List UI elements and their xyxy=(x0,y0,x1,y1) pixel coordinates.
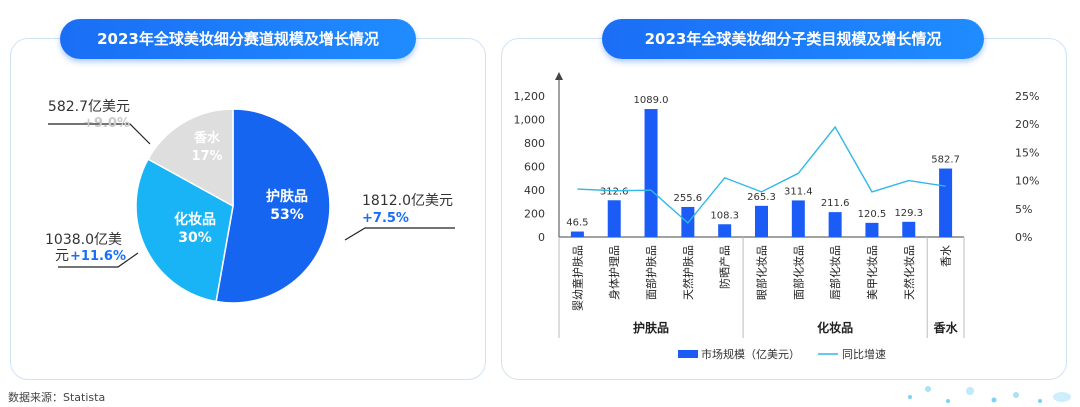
slice-label-makeup-percent: 30% xyxy=(178,230,212,246)
legend-line-label: 同比增速 xyxy=(842,347,886,361)
bar xyxy=(607,200,621,237)
bar xyxy=(570,231,584,237)
pie-chart: 护肤品 53% 化妆品 30% 香水 17% 582.7亿美元 +9.0% 18… xyxy=(45,99,455,304)
pie-slice-perfume xyxy=(147,108,234,208)
bar-value-label: 46.5 xyxy=(566,218,588,229)
bar xyxy=(865,222,879,237)
bar xyxy=(939,168,953,237)
y-left-tick-label: 0 xyxy=(538,231,545,244)
y-left-tick-label: 200 xyxy=(524,208,545,221)
slice-label-skincare-name: 护肤品 xyxy=(266,188,308,205)
bar-value-label: 265.3 xyxy=(747,192,776,203)
category-label: 身体护理品 xyxy=(607,245,621,300)
category-label: 天然护肤品 xyxy=(681,245,695,300)
category-label: 香水 xyxy=(940,245,953,267)
slice-label-makeup-name: 化妆品 xyxy=(174,211,216,228)
category-label: 唇部化妆品 xyxy=(828,245,842,300)
bar-value-label: 129.3 xyxy=(894,208,923,219)
leader-line-perfume xyxy=(48,123,151,145)
bar xyxy=(644,109,658,237)
category-label: 天然化妆品 xyxy=(902,245,916,300)
group-label: 香水 xyxy=(933,320,959,335)
y-right-tick-label: 15% xyxy=(1015,146,1039,159)
bar-value-label: 211.6 xyxy=(821,198,850,209)
category-label: 面部化妆品 xyxy=(791,245,805,300)
callout-perfume-growth: +9.0% xyxy=(83,116,130,131)
pie-slice-skincare xyxy=(215,108,331,304)
bar-value-label: 311.4 xyxy=(784,186,813,197)
bar-value-label: 1089.0 xyxy=(634,95,669,106)
group-label: 化妆品 xyxy=(817,320,853,335)
left-axis-arrow-icon xyxy=(555,72,563,80)
decorative-dots xyxy=(908,386,1071,403)
category-label: 婴幼童护肤品 xyxy=(570,245,584,311)
legend-bar-label: 市场规模（亿美元） xyxy=(701,347,800,361)
slice-label-perfume-name: 香水 xyxy=(193,130,221,146)
y-left-tick-label: 600 xyxy=(524,161,545,174)
right-chart-panel xyxy=(501,38,1067,380)
slice-label-skincare-percent: 53% xyxy=(270,207,304,223)
category-label: 美甲化妆品 xyxy=(865,245,879,300)
bar-value-label: 582.7 xyxy=(931,155,960,166)
y-right-tick-label: 20% xyxy=(1015,118,1039,131)
callout-makeup-value-line2: 元 xyxy=(55,248,69,264)
y-left-tick-label: 400 xyxy=(524,184,545,197)
leader-line-skincare xyxy=(344,227,455,241)
group-label: 护肤品 xyxy=(633,320,669,335)
callout-makeup-growth: +11.6% xyxy=(70,249,126,264)
bar xyxy=(718,224,732,237)
category-label: 眼部化妆品 xyxy=(755,245,769,300)
y-left-tick-label: 1,000 xyxy=(514,114,546,127)
bar-value-label: 255.6 xyxy=(674,193,703,204)
pie-slice-makeup xyxy=(135,158,234,303)
bar-line-chart: 0 200 400 600 800 1,000 1,200 0% 5% 10% 15% 20% 25%… xyxy=(514,72,1039,361)
bar xyxy=(755,205,768,237)
bar xyxy=(828,212,842,237)
callout-skincare-growth: +7.5% xyxy=(362,211,409,226)
bar-value-label: 108.3 xyxy=(710,210,739,221)
callout-makeup-value-line1: 1038.0亿美 xyxy=(45,232,122,248)
callout-perfume-value: 582.7亿美元 xyxy=(48,99,130,115)
left-chart-title: 2023年全球美妆细分赛道规模及增长情况 xyxy=(60,19,416,59)
y-left-tick-label: 800 xyxy=(524,137,545,150)
data-source: 数据来源：Statista xyxy=(8,391,106,404)
slice-label-perfume-percent: 17% xyxy=(191,149,222,164)
y-right-tick-label: 0% xyxy=(1015,231,1032,244)
y-right-tick-label: 10% xyxy=(1015,175,1039,188)
growth-rate-line xyxy=(577,125,946,224)
category-label: 面部护肤品 xyxy=(644,245,658,300)
bar xyxy=(791,200,805,237)
right-chart-title: 2023年全球美妆细分子类目规模及增长情况 xyxy=(602,19,984,59)
leader-line-makeup xyxy=(58,252,139,268)
callout-skincare-value: 1812.0亿美元 xyxy=(362,193,453,209)
bar xyxy=(902,221,916,237)
y-right-tick-label: 5% xyxy=(1015,203,1032,216)
y-right-tick-label: 25% xyxy=(1015,90,1039,103)
legend-bar-swatch xyxy=(678,350,698,358)
bar-value-label: 120.5 xyxy=(858,209,887,220)
y-left-tick-label: 1,200 xyxy=(514,90,546,103)
category-label: 防晒产品 xyxy=(718,245,732,289)
bar-value-label: 312.6 xyxy=(600,186,629,197)
